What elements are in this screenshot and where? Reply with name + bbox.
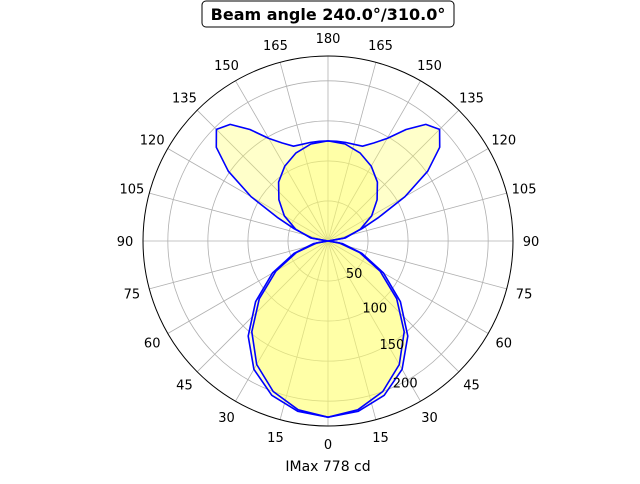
angle-gridline: [167, 148, 329, 242]
radial-gridline: [247, 160, 409, 322]
angle-gridline: [149, 240, 329, 290]
grid: [142, 55, 514, 427]
angle-gridline: [196, 240, 329, 373]
radial-gridline: [207, 120, 449, 362]
angle-tick-label: 150: [417, 59, 442, 74]
angle-tick-label: 15: [267, 431, 284, 446]
angle-tick-label: 30: [218, 411, 235, 426]
angle-gridline: [279, 62, 329, 242]
tick-labels: 50 100 150 200 0 15 15 30 30 45 45 60 60 75 75 90 90 105 1…: [117, 32, 540, 453]
angle-tick-label: 165: [368, 39, 393, 54]
angle-tick-label: 90: [117, 235, 134, 250]
outer-circle: [142, 55, 514, 427]
angle-gridline: [235, 80, 329, 242]
angle-gridline: [327, 240, 460, 373]
angle-tick-label: 15: [372, 431, 389, 446]
angle-tick-label: 135: [459, 91, 484, 106]
series-lines: [215, 123, 441, 419]
angle-gridline: [327, 62, 377, 242]
angle-tick-label: 45: [463, 379, 480, 394]
angle-gridline: [327, 80, 421, 242]
radial-tick-label: 50: [346, 267, 363, 282]
radial-gridline: [287, 200, 369, 282]
angle-tick-label: 165: [263, 39, 288, 54]
angle-tick-label: 135: [172, 91, 197, 106]
angle-tick-label: 90: [523, 235, 540, 250]
angle-tick-label: 60: [496, 337, 513, 352]
series-line-1: [251, 140, 406, 419]
angle-tick-label: 30: [421, 411, 438, 426]
angle-tick-label: 150: [214, 59, 239, 74]
angle-tick-label: 60: [144, 337, 161, 352]
angle-tick-label: 105: [120, 182, 145, 197]
angle-tick-label: 45: [176, 379, 193, 394]
angle-gridline: [327, 240, 489, 334]
angle-gridline: [167, 240, 329, 334]
angle-gridline: [327, 148, 489, 242]
angle-gridline: [327, 240, 507, 290]
angle-gridline: [327, 240, 377, 420]
chart-title: Beam angle 240.0°/310.0°: [211, 5, 446, 24]
x-axis-label: IMax 778 cd: [285, 459, 370, 475]
angle-gridline: [235, 240, 329, 402]
angle-tick-label: 75: [516, 288, 533, 303]
angle-tick-label: 120: [140, 134, 165, 149]
angle-gridline: [327, 192, 507, 242]
angle-tick-label: 105: [512, 182, 537, 197]
angle-tick-label: 0: [324, 438, 332, 453]
angle-tick-label: 75: [124, 288, 141, 303]
angle-tick-label: 180: [316, 32, 341, 47]
angle-gridline: [327, 240, 421, 402]
title-box: Beam angle 240.0°/310.0°: [201, 0, 455, 28]
radial-gridline: [167, 80, 489, 402]
angle-gridline: [149, 192, 329, 242]
angle-gridline: [196, 109, 329, 242]
series-fill-1: [251, 140, 405, 418]
series-fills: [216, 124, 440, 418]
series-fill-0: [216, 124, 440, 418]
radial-tick-label: 200: [393, 376, 418, 391]
angle-tick-label: 120: [491, 134, 516, 149]
radial-tick-label: 150: [379, 338, 404, 353]
angle-gridline: [279, 240, 329, 420]
angle-gridline: [327, 109, 460, 242]
radial-tick-label: 100: [362, 301, 387, 316]
